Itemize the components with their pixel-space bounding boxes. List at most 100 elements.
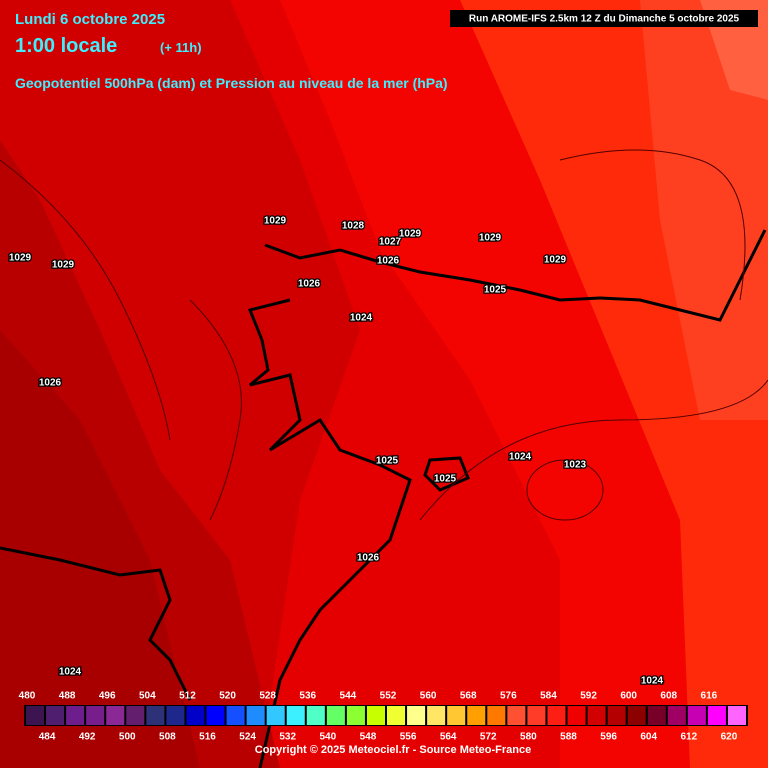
subtitle: Geopotentiel 500hPa (dam) et Pression au… xyxy=(15,75,448,91)
legend-swatch xyxy=(607,706,626,725)
time: 1:00 locale xyxy=(15,35,117,57)
legend-label: 592 xyxy=(580,691,597,702)
legend-label: 484 xyxy=(39,732,56,743)
legend-label: 512 xyxy=(179,691,196,702)
legend: 480 484 488 492 496 500 504 508 512 516 520 524 528 5… xyxy=(19,691,748,743)
legend-swatch xyxy=(86,706,105,725)
contour xyxy=(189,299,242,521)
legend-label: 524 xyxy=(239,732,256,743)
coast-path xyxy=(264,229,767,322)
legend-label: 572 xyxy=(480,732,497,743)
contour xyxy=(419,379,768,521)
legend-label: 576 xyxy=(500,691,517,702)
legend-swatch xyxy=(366,706,385,725)
legend-swatch xyxy=(286,706,305,725)
legend-label: 496 xyxy=(99,691,116,702)
legend-label: 480 xyxy=(19,691,36,702)
field-band xyxy=(640,0,768,420)
legend-swatch xyxy=(687,706,706,725)
legend-label: 612 xyxy=(680,732,697,743)
legend-label: 600 xyxy=(620,691,637,702)
legend-label: 528 xyxy=(259,691,276,702)
legend-label: 596 xyxy=(600,732,617,743)
legend-swatch xyxy=(186,706,205,725)
field-band xyxy=(0,330,200,768)
legend-label: 536 xyxy=(299,691,316,702)
legend-label: 504 xyxy=(139,691,156,702)
legend-label: 488 xyxy=(59,691,76,702)
legend-swatch xyxy=(46,706,65,725)
legend-label: 588 xyxy=(560,732,577,743)
pressure-label: 1026 xyxy=(298,279,321,290)
legend-swatch xyxy=(507,706,526,725)
legend-swatch xyxy=(66,706,85,725)
legend-label: 540 xyxy=(319,732,336,743)
pressure-label: 1024 xyxy=(350,313,373,324)
legend-label: 564 xyxy=(440,732,457,743)
legend-label: 516 xyxy=(199,732,216,743)
pressure-label: 1023 xyxy=(564,460,587,471)
pressure-label: 1024 xyxy=(509,452,532,463)
pressure-label: 1025 xyxy=(434,474,457,485)
legend-label: 568 xyxy=(460,691,477,702)
offset: (+ 11h) xyxy=(160,40,202,55)
copyright: Copyright © 2025 Meteociel.fr - Source M… xyxy=(255,744,531,756)
pressure-label: 1025 xyxy=(484,285,507,296)
contour xyxy=(0,159,171,441)
pressure-label: 1024 xyxy=(641,676,664,687)
run-box xyxy=(450,10,758,27)
legend-swatch xyxy=(407,706,426,725)
legend-swatch xyxy=(246,706,265,725)
legend-label: 560 xyxy=(420,691,437,702)
legend-swatch xyxy=(206,706,225,725)
legend-swatch xyxy=(306,706,325,725)
legend-swatch xyxy=(346,706,365,725)
coast-path xyxy=(0,546,192,701)
legend-swatch xyxy=(266,706,285,725)
legend-swatch xyxy=(126,706,145,725)
pressure-label: 1024 xyxy=(59,667,82,678)
pressure-label: 1027 xyxy=(379,237,402,248)
legend-swatch xyxy=(326,706,345,725)
pressure-label: 1028 xyxy=(342,221,365,232)
legend-label: 544 xyxy=(340,691,357,702)
legend-label: 556 xyxy=(400,732,417,743)
legend-swatch xyxy=(707,706,726,725)
legend-swatch xyxy=(587,706,606,725)
pressure-label: 1026 xyxy=(377,256,400,267)
date: Lundi 6 octobre 2025 xyxy=(15,11,165,28)
legend-label: 584 xyxy=(540,691,557,702)
contour xyxy=(526,459,604,521)
legend-swatch xyxy=(447,706,466,725)
legend-swatch xyxy=(226,706,245,725)
legend-swatch xyxy=(487,706,506,725)
legend-label: 580 xyxy=(520,732,537,743)
coast-path xyxy=(247,298,412,769)
pressure-label: 1029 xyxy=(9,253,32,264)
legend-frame xyxy=(24,705,748,726)
run-info: Run AROME-IFS 2.5km 12 Z du Dimanche 5 o… xyxy=(469,14,740,25)
legend-swatch xyxy=(427,706,446,725)
pressure-label: 1025 xyxy=(376,456,399,467)
legend-swatch xyxy=(387,706,406,725)
pressure-label: 1029 xyxy=(264,216,287,227)
legend-swatch xyxy=(166,706,185,725)
contour xyxy=(559,149,746,301)
pressure-label: 1029 xyxy=(399,229,422,240)
legend-swatch xyxy=(527,706,546,725)
legend-swatch xyxy=(146,706,165,725)
contours xyxy=(0,149,768,521)
legend-swatch xyxy=(647,706,666,725)
legend-swatch xyxy=(547,706,566,725)
legend-label: 532 xyxy=(279,732,296,743)
legend-label: 604 xyxy=(640,732,657,743)
legend-label: 548 xyxy=(360,732,377,743)
legend-swatch xyxy=(467,706,486,725)
coastline xyxy=(0,229,767,769)
legend-swatch xyxy=(106,706,125,725)
pressure-label: 1029 xyxy=(52,260,75,271)
legend-label: 520 xyxy=(219,691,236,702)
